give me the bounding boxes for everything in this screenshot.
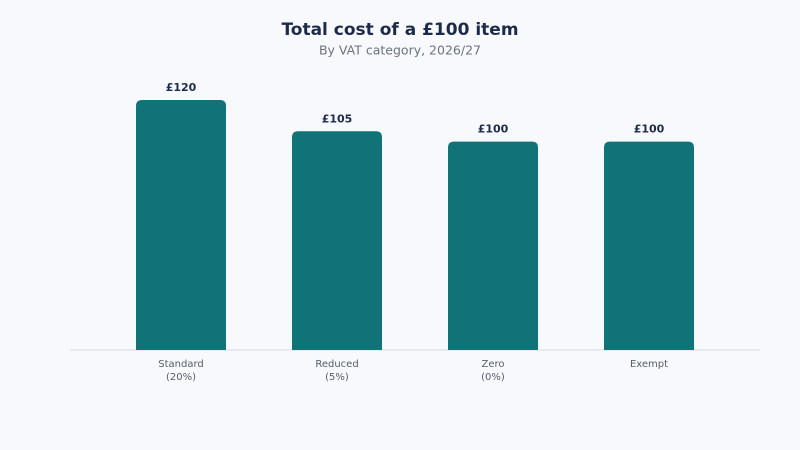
x-tick-label: Standard (20%) (158, 359, 204, 383)
bar (292, 131, 382, 350)
x-tick-label: Exempt (629, 359, 669, 370)
value-label: £105 (322, 112, 353, 125)
value-label: £100 (478, 123, 509, 136)
chart-subtitle: By VAT category, 2026/27 (319, 43, 481, 58)
value-label: £100 (634, 123, 665, 136)
chart-title: Total cost of a £100 item (281, 20, 518, 40)
value-label: £120 (166, 81, 197, 94)
bar (136, 100, 226, 350)
x-tick-label: Zero (0%) (481, 359, 505, 383)
x-tick-label: Reduced (5%) (315, 359, 359, 383)
bar (604, 141, 694, 350)
bar (448, 141, 538, 350)
